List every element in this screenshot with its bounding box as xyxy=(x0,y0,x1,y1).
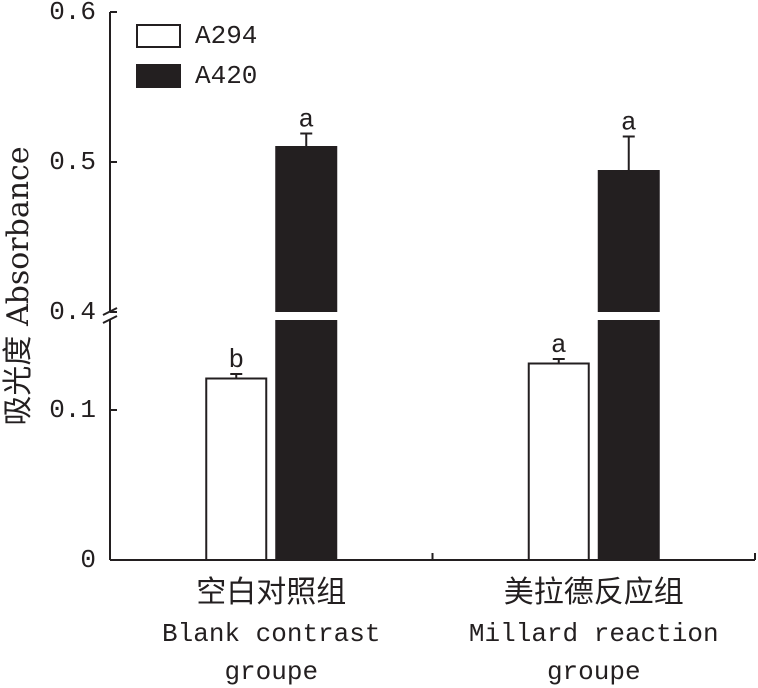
x-tick-label: 美拉德反应组 xyxy=(504,575,684,610)
axis-break xyxy=(102,315,118,324)
legend-swatch xyxy=(136,24,181,48)
bar xyxy=(527,362,590,561)
x-tick-sublabel: Blank contrast xyxy=(162,619,380,649)
y-tick-label: 0.4 xyxy=(49,297,96,327)
bar xyxy=(597,170,660,561)
significance-label: b xyxy=(228,345,244,375)
y-tick-label: 0.1 xyxy=(49,395,96,425)
x-tick-sublabel: groupe xyxy=(224,657,318,687)
bar xyxy=(275,146,338,561)
x-tick-sublabel: groupe xyxy=(547,657,641,687)
bar xyxy=(205,377,268,561)
significance-label: a xyxy=(621,107,637,137)
x-tick-sublabel: Millard reaction xyxy=(469,619,719,649)
significance-label: a xyxy=(298,104,314,134)
x-tick-label: 空白对照组 xyxy=(196,575,346,610)
y-tick-label: 0 xyxy=(80,545,96,575)
significance-label: a xyxy=(551,330,567,360)
y-tick-label: 0.5 xyxy=(49,147,96,177)
bar-break xyxy=(596,312,661,320)
legend-swatch xyxy=(136,64,181,88)
bar-break xyxy=(274,312,339,320)
y-axis-label: 吸光度 Absorbance xyxy=(1,146,36,425)
legend-label: A420 xyxy=(195,61,257,91)
y-tick-label: 0.6 xyxy=(49,0,96,27)
legend-label: A294 xyxy=(195,21,257,51)
